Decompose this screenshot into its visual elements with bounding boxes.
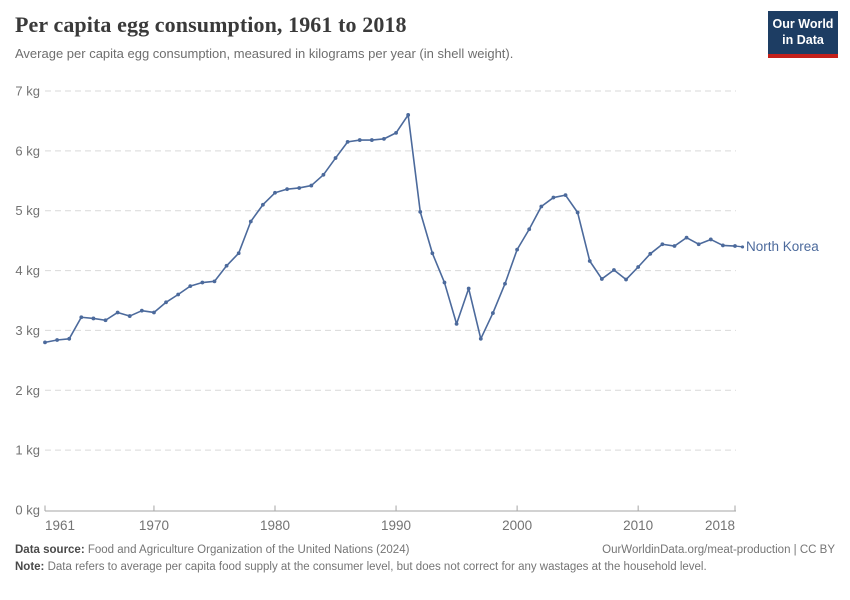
data-point — [708, 237, 713, 242]
data-point — [636, 265, 641, 269]
data-source-label: Data source: — [15, 544, 85, 556]
y-axis-label: 7 kg — [15, 84, 40, 99]
footer-source-row: Data source: Food and Agriculture Organi… — [15, 542, 835, 559]
data-point — [345, 139, 350, 144]
x-axis-label: 1990 — [381, 518, 411, 533]
data-point — [115, 310, 120, 315]
chart-footer: Data source: Food and Agriculture Organi… — [15, 542, 835, 575]
x-axis-label: 1980 — [260, 518, 290, 533]
data-point — [236, 251, 241, 256]
x-axis-label: 2000 — [502, 518, 532, 533]
x-axis-label: 1961 — [45, 518, 75, 533]
data-point — [297, 186, 302, 190]
line-chart-canvas: 0 kg 1 kg 2 kg 3 kg 4 kg 5 kg 6 kg 7 kg 1961 1970… — [15, 84, 819, 534]
data-point — [466, 286, 471, 291]
data-point — [285, 187, 290, 192]
y-axis-label: 6 kg — [15, 143, 40, 158]
data-point — [369, 138, 374, 142]
data-point — [503, 281, 507, 286]
data-point — [575, 210, 580, 215]
data-point — [224, 263, 229, 268]
y-axis-label: 2 kg — [15, 383, 40, 398]
x-axis-label: 1970 — [139, 518, 169, 533]
data-point — [200, 280, 205, 285]
data-point — [563, 193, 568, 198]
data-point — [260, 202, 265, 207]
data-point — [539, 204, 544, 209]
data-point — [406, 113, 411, 117]
owid-logo-line1: Our World — [772, 17, 834, 31]
data-point — [273, 190, 277, 195]
data-point — [103, 318, 108, 323]
data-point — [418, 210, 423, 214]
data-point — [648, 251, 653, 256]
data-point — [357, 138, 362, 142]
y-axis-label: 5 kg — [15, 203, 40, 218]
data-point — [430, 251, 435, 256]
data-point — [515, 247, 520, 252]
owid-logo-line2: in Data — [782, 32, 824, 47]
data-point — [188, 284, 193, 289]
data-point — [152, 310, 156, 315]
x-axis-label: 2018 — [705, 518, 735, 533]
data-point — [139, 308, 144, 313]
note-label: Note: — [15, 560, 45, 573]
footer-note-row: Note: Data refers to average per capita … — [15, 559, 835, 576]
series-end-label: North Korea — [746, 239, 819, 254]
data-point — [67, 336, 72, 341]
data-point — [127, 314, 132, 318]
owid-cc-link[interactable]: OurWorldinData.org/meat-production | CC … — [602, 544, 835, 556]
data-point — [720, 243, 725, 248]
series-end-dot — [740, 245, 745, 249]
page-title: Per capita egg consumption, 1961 to 2018 — [15, 12, 407, 37]
data-point — [684, 235, 689, 240]
data-point — [587, 259, 592, 263]
data-point — [212, 279, 217, 284]
data-point — [164, 300, 168, 305]
series-end-connector — [734, 245, 743, 248]
y-axis-label: 4 kg — [15, 263, 40, 278]
chart-subtitle: Average per capita egg consumption, meas… — [15, 46, 514, 61]
y-axis-label: 0 kg — [15, 503, 40, 518]
data-point — [309, 183, 314, 188]
data-point — [248, 219, 253, 224]
data-source-text: Data source: Food and Agriculture Organi… — [15, 544, 410, 556]
data-point — [43, 340, 47, 345]
data-point — [333, 156, 338, 160]
y-axis-label: 3 kg — [15, 323, 40, 338]
data-line — [44, 114, 736, 344]
data-point — [454, 321, 459, 326]
x-axis-label: 2010 — [623, 518, 653, 533]
chart-header: Per capita egg consumption, 1961 to 2018… — [15, 12, 750, 61]
data-point — [176, 292, 181, 297]
data-point — [79, 315, 84, 320]
data-point — [599, 277, 604, 281]
data-point — [612, 268, 616, 272]
y-axis-label: 1 kg — [15, 443, 40, 458]
data-point — [394, 131, 398, 135]
data-point — [490, 311, 495, 315]
data-point — [527, 227, 532, 232]
data-point — [660, 242, 665, 247]
data-point — [382, 136, 386, 141]
owid-logo[interactable]: Our World in Data — [768, 11, 838, 59]
data-point — [478, 336, 483, 341]
data-point — [624, 277, 628, 282]
data-point — [672, 244, 677, 248]
data-point — [551, 195, 556, 200]
data-point — [696, 242, 701, 247]
note-text: Data refers to average per capita food s… — [44, 560, 707, 573]
data-point — [321, 172, 326, 177]
data-point — [91, 316, 96, 321]
data-point — [442, 280, 447, 285]
data-point — [55, 338, 60, 342]
